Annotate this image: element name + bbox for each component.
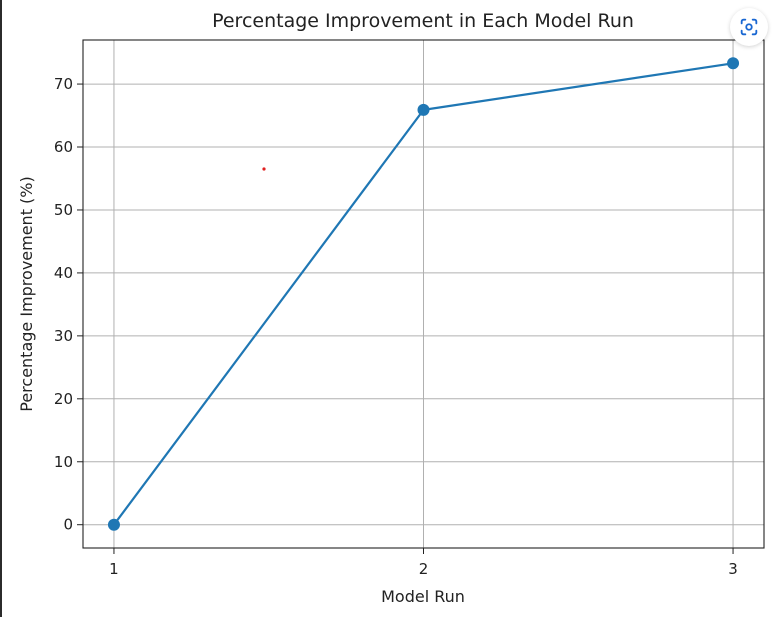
- y-tick-label: 70: [54, 75, 73, 93]
- y-tick-label: 20: [54, 390, 73, 408]
- data-point: [107, 518, 120, 531]
- data-point: [727, 57, 740, 70]
- y-axis-label: Percentage Improvement (%): [17, 176, 36, 412]
- y-tick-label: 10: [54, 453, 73, 471]
- grid-lines: [83, 40, 764, 548]
- view-image-button[interactable]: [730, 8, 768, 46]
- y-tick-label: 40: [54, 264, 73, 282]
- data-point: [417, 103, 430, 116]
- chart-title: Percentage Improvement in Each Model Run: [212, 10, 634, 32]
- focus-scan-icon: [740, 18, 758, 36]
- x-tick-label: 2: [419, 560, 429, 578]
- y-ticks: 0 10 20 30 40 50 60 70: [54, 75, 83, 534]
- x-tick-label: 3: [728, 560, 738, 578]
- x-tick-label: 1: [109, 560, 119, 578]
- x-ticks: 1 2 3: [109, 548, 738, 578]
- y-tick-label: 50: [54, 201, 73, 219]
- y-tick-label: 60: [54, 138, 73, 156]
- series-layer: [107, 57, 740, 531]
- x-axis-label: Model Run: [381, 587, 465, 606]
- stray-red-dot: [262, 167, 266, 171]
- y-tick-label: 0: [63, 516, 73, 534]
- y-tick-label: 30: [54, 327, 73, 345]
